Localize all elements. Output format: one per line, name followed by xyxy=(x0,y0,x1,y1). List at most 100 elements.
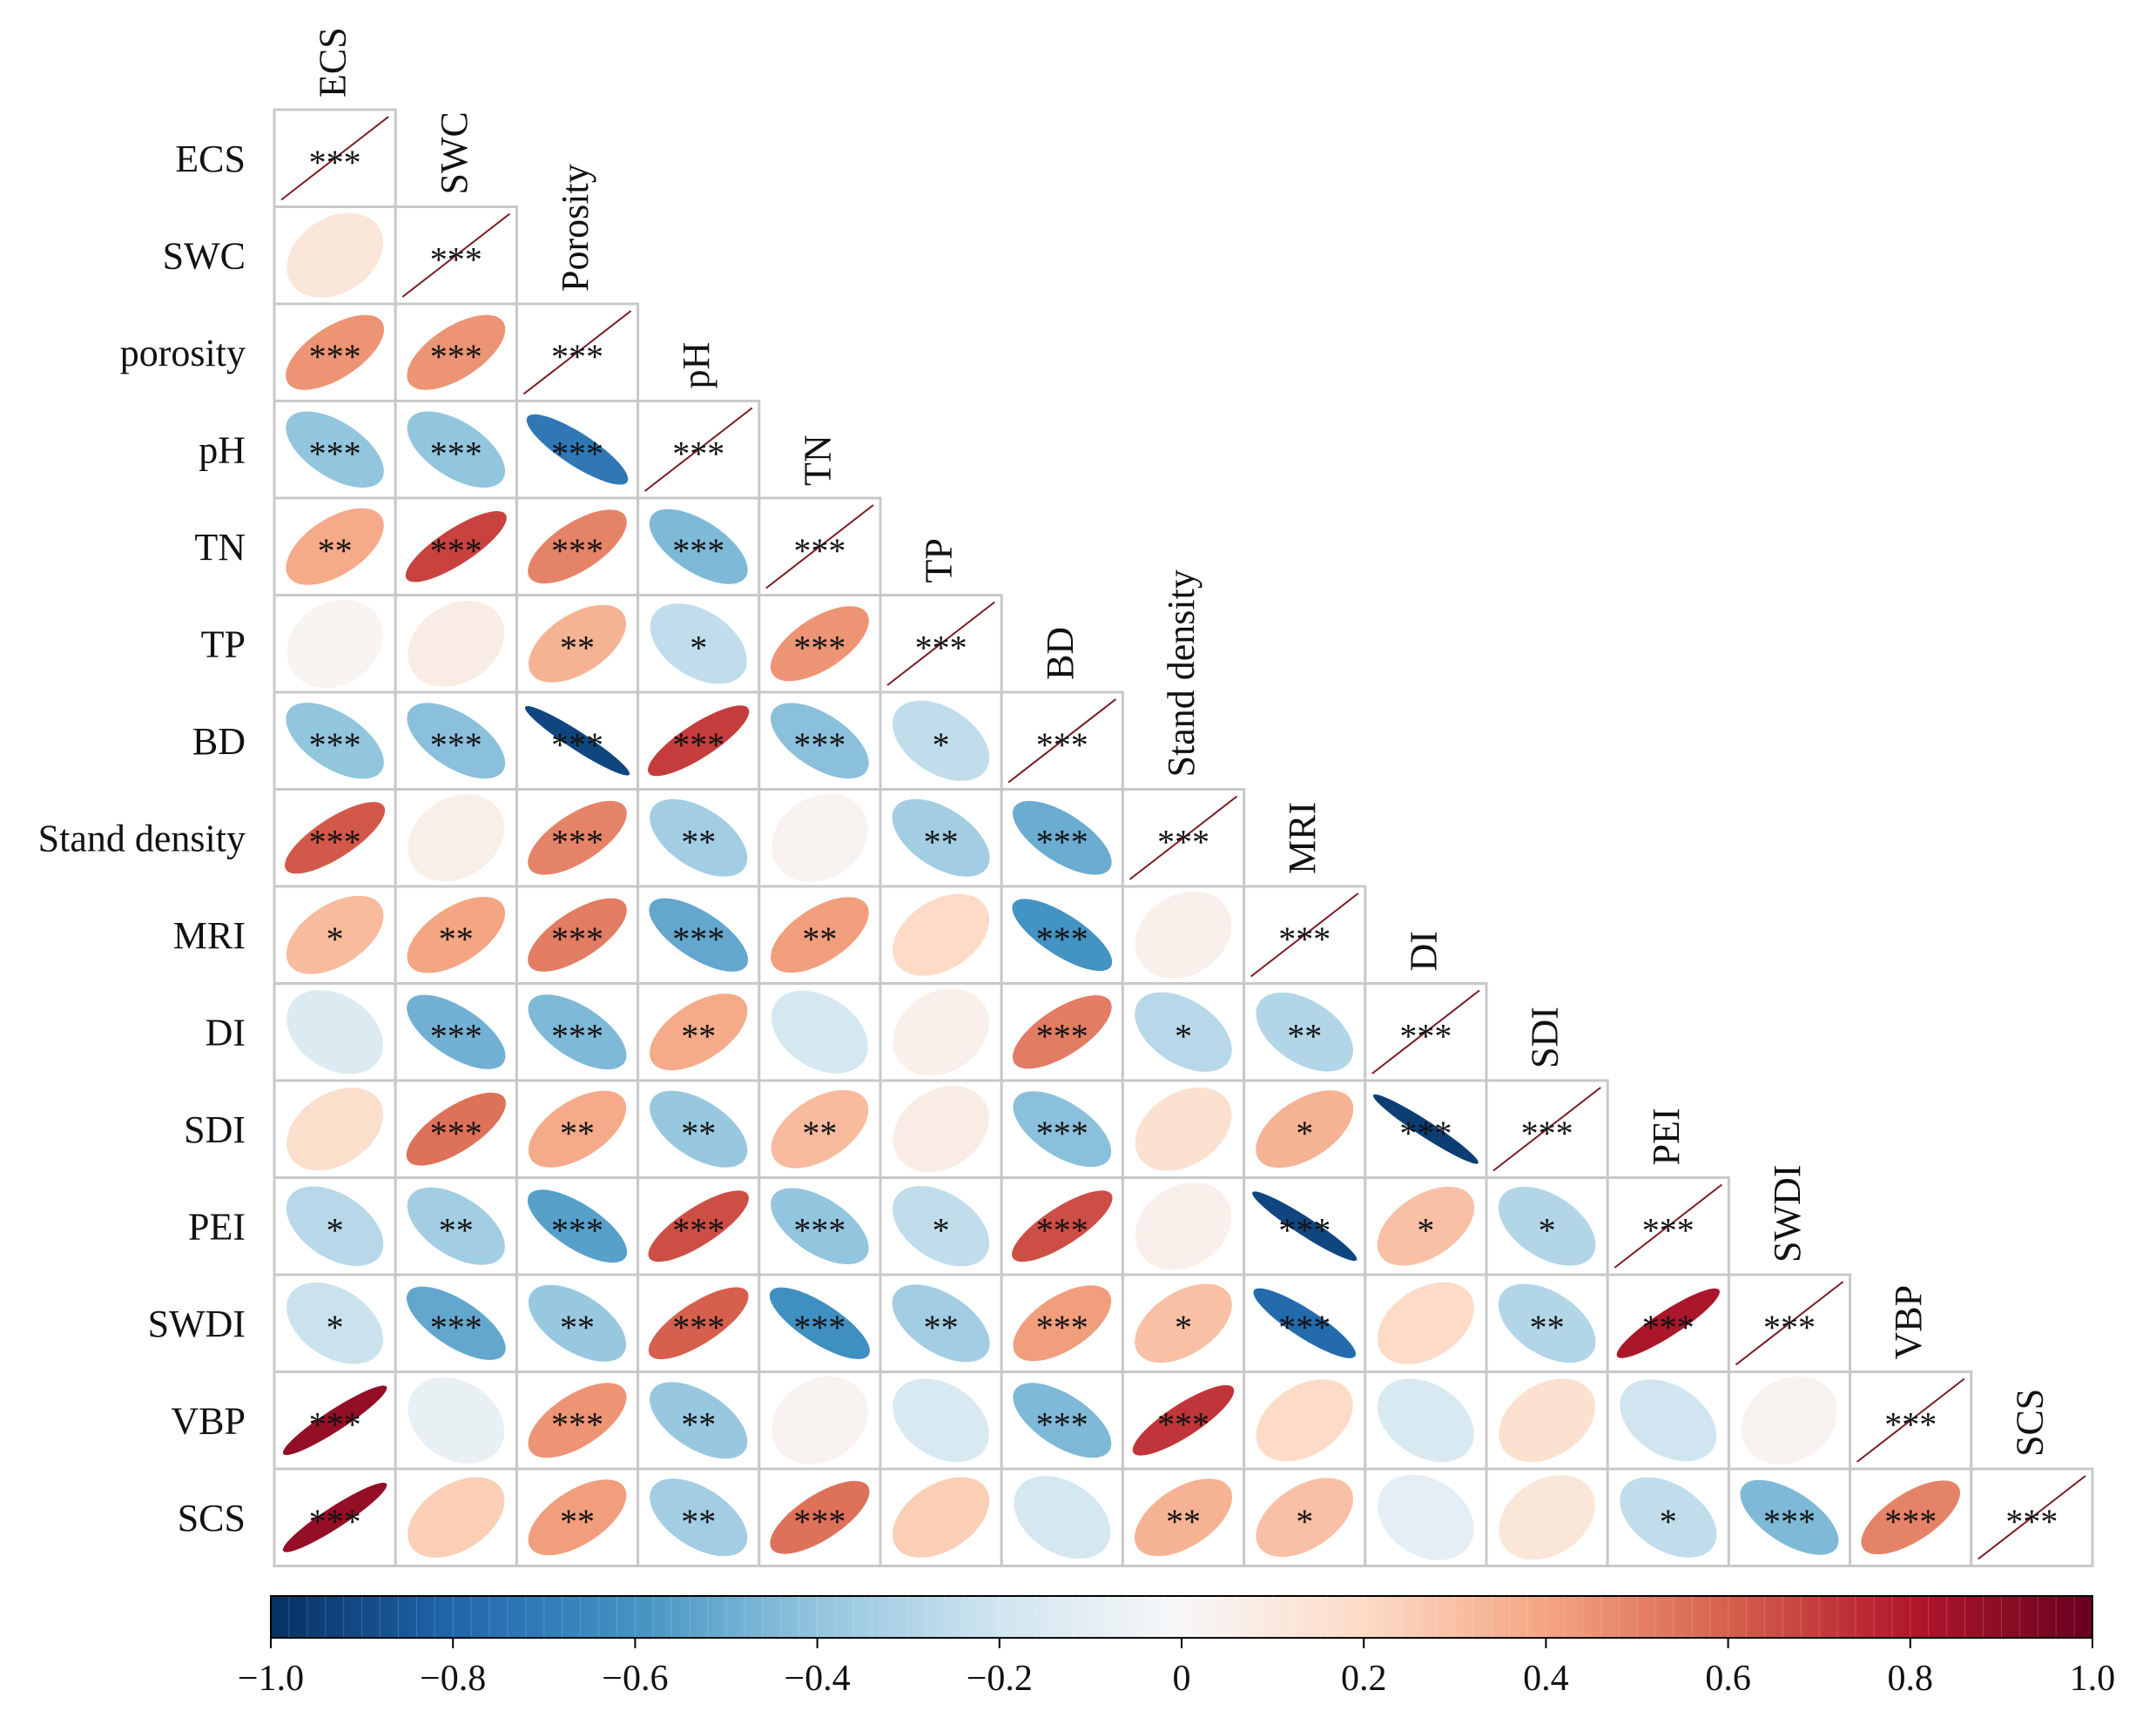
significance-label: *** xyxy=(1884,1404,1937,1444)
correlation-cell: * xyxy=(879,1176,1003,1276)
significance-label: *** xyxy=(309,434,361,473)
correlation-cell: * xyxy=(1121,982,1246,1082)
significance-label: *** xyxy=(1399,1114,1452,1153)
correlation-cell: * xyxy=(879,690,1003,791)
correlation-cell: * xyxy=(1121,1273,1246,1373)
correlation-ellipse xyxy=(1012,899,1113,972)
diagonal-line xyxy=(1977,1475,2086,1560)
significance-label: *** xyxy=(430,239,482,279)
correlation-cell: *** xyxy=(637,1176,761,1276)
correlation-cell: ** xyxy=(758,885,882,985)
column-label: SWDI xyxy=(1766,1165,1809,1263)
row-label: porosity xyxy=(120,332,246,374)
diagonal-cell: *** xyxy=(1000,690,1124,791)
row-label: MRI xyxy=(173,914,246,957)
correlation-ellipse xyxy=(892,700,990,781)
correlation-cell: *** xyxy=(758,1273,882,1373)
correlation-ellipse xyxy=(286,411,384,488)
correlation-ellipse xyxy=(282,1385,387,1456)
correlation-ellipse xyxy=(1135,1182,1232,1270)
correlation-cell xyxy=(879,1467,1003,1567)
significance-label: *** xyxy=(672,1308,724,1347)
correlation-cell: *** xyxy=(515,690,640,791)
correlation-cell: *** xyxy=(1000,1370,1124,1471)
correlation-ellipse xyxy=(408,1477,505,1558)
significance-label: ** xyxy=(560,1114,595,1153)
significance-label: *** xyxy=(551,1016,603,1055)
correlation-cell: ** xyxy=(637,1079,761,1179)
correlation-ellipse xyxy=(406,1286,506,1360)
significance-label: *** xyxy=(430,725,482,764)
correlation-cell xyxy=(758,788,882,888)
row-label: VBP xyxy=(171,1399,246,1442)
correlation-ellipse xyxy=(648,705,750,777)
significance-label: *** xyxy=(1399,1016,1452,1055)
significance-label: * xyxy=(327,1308,344,1347)
correlation-cell: *** xyxy=(273,302,397,402)
correlation-cell: *** xyxy=(515,982,640,1082)
correlation-ellipse xyxy=(771,703,869,779)
correlation-ellipse xyxy=(286,1186,384,1266)
correlation-ellipse xyxy=(770,606,869,682)
row-label: SWDI xyxy=(148,1303,246,1345)
colorbar-tick-label: 0 xyxy=(1173,1659,1191,1699)
correlation-cell: *** xyxy=(394,1273,518,1373)
correlation-ellipse xyxy=(286,599,383,688)
correlation-ellipse xyxy=(893,1086,989,1173)
correlation-ellipse xyxy=(771,1188,869,1265)
correlation-ellipse xyxy=(528,1284,627,1362)
correlation-ellipse xyxy=(1256,1379,1353,1462)
row-label: ECS xyxy=(175,138,246,180)
diagonal-line xyxy=(401,212,511,298)
correlation-ellipse xyxy=(1616,1288,1720,1358)
correlation-ellipse xyxy=(1741,1376,1838,1465)
correlation-cell: *** xyxy=(1000,982,1124,1082)
correlation-cell: *** xyxy=(515,400,640,500)
row-labels: ECS SWC porosity pH TN TP BD Stand density MRI DI… xyxy=(38,138,246,1539)
correlation-cell xyxy=(273,205,397,306)
correlation-cell xyxy=(1364,1370,1488,1471)
correlation-cell: *** xyxy=(637,1273,761,1373)
correlation-ellipse xyxy=(771,1089,869,1168)
significance-label: *** xyxy=(793,531,846,570)
correlation-cell: *** xyxy=(637,885,761,985)
diagonal-line xyxy=(280,116,389,201)
significance-label: *** xyxy=(430,1114,482,1153)
correlation-ellipse xyxy=(1377,1186,1475,1266)
significance-label: *** xyxy=(672,434,724,473)
significance-label: * xyxy=(933,725,950,764)
significance-label: *** xyxy=(551,337,603,376)
significance-label: * xyxy=(327,1210,344,1249)
correlation-ellipse xyxy=(1256,1478,1353,1558)
correlation-ellipse xyxy=(1498,1186,1596,1266)
correlation-cell: ** xyxy=(637,982,761,1082)
significance-label: *** xyxy=(1278,1210,1331,1249)
correlation-cell: *** xyxy=(1727,1467,1852,1567)
correlation-ellipse xyxy=(1013,1383,1112,1458)
column-label: DI xyxy=(1402,931,1445,971)
significance-label: *** xyxy=(672,919,724,959)
correlation-ellipse xyxy=(771,897,869,973)
correlation-ellipse xyxy=(1256,1090,1354,1168)
correlation-ellipse xyxy=(892,1477,990,1558)
correlation-ellipse xyxy=(285,802,386,874)
correlation-cell: * xyxy=(273,1273,397,1373)
correlation-cell xyxy=(394,1467,518,1567)
significance-label: * xyxy=(1175,1308,1192,1347)
correlation-ellipse xyxy=(405,511,507,583)
correlation-ellipse xyxy=(286,895,384,974)
column-label: BD xyxy=(1039,627,1081,680)
significance-label: *** xyxy=(672,725,724,764)
correlation-ellipse xyxy=(528,604,627,683)
correlation-cell xyxy=(1485,1467,1609,1567)
significance-label: *** xyxy=(793,1210,846,1249)
correlation-cell: ** xyxy=(1485,1273,1609,1373)
row-label: SCS xyxy=(178,1497,246,1539)
correlation-ellipse xyxy=(650,1478,748,1557)
correlation-cell: ** xyxy=(637,1370,761,1471)
column-label: TP xyxy=(918,538,960,583)
correlation-ellipse xyxy=(769,1287,870,1359)
correlation-cell: *** xyxy=(273,1467,397,1567)
significance-label: * xyxy=(1539,1210,1556,1249)
correlation-ellipse xyxy=(282,1482,387,1552)
